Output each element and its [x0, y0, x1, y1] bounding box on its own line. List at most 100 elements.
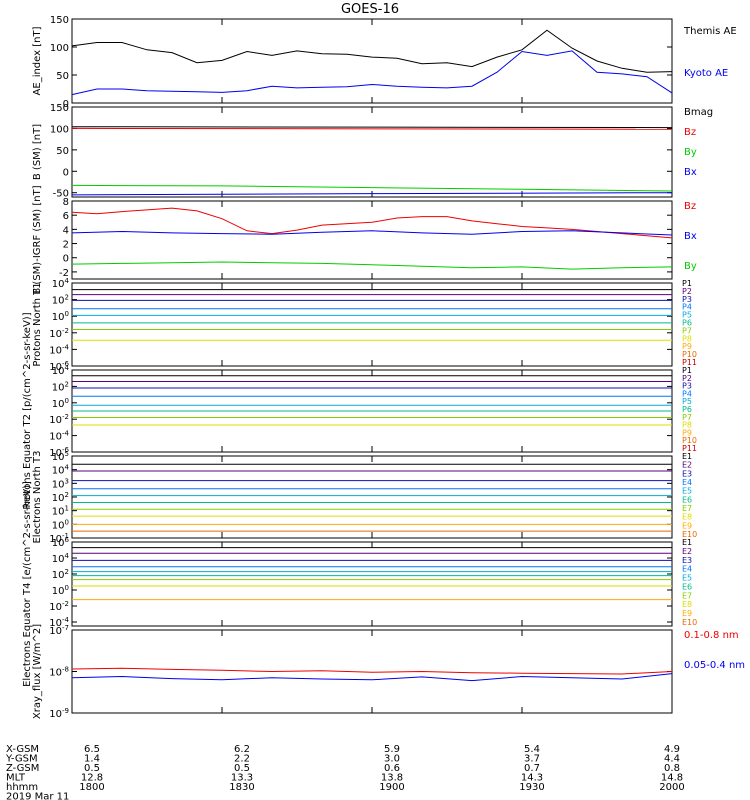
chart-panel-6: Electrons North T3 10510410310210110010-1…	[32, 450, 697, 545]
y-tick-label: 150	[50, 15, 69, 26]
y-tick-label: 10-4	[49, 430, 69, 443]
legend-entry: P2	[682, 374, 692, 383]
legend-entry: P7	[682, 326, 692, 335]
series-line-1	[71, 207, 673, 239]
footer-row-label: X-GSM	[6, 744, 39, 755]
legend-entry: 0.1-0.8 nm	[684, 630, 739, 641]
panel-frame	[71, 455, 673, 539]
y-tick-label: 100	[52, 310, 69, 323]
legend-entry: E10	[682, 530, 697, 539]
y-tick-label: 104	[52, 277, 70, 290]
panel-frame	[71, 629, 673, 714]
footer-date: 2019 Mar 11	[6, 792, 69, 800]
legend-entry: E1	[682, 452, 692, 461]
footer-value: 0.5	[84, 763, 100, 774]
y-tick-label: 10-6	[49, 360, 69, 373]
y-tick-label: 100	[52, 397, 69, 410]
y-tick-label: 10-4	[49, 616, 69, 629]
legend-entry: P10	[682, 350, 697, 359]
legend-entry: E4	[682, 478, 692, 487]
y-tick-label: 150	[50, 103, 69, 114]
footer-row-label: Y-GSM	[5, 754, 38, 765]
y-tick-label: 0	[63, 167, 69, 178]
y-tick-label: 6	[63, 211, 69, 222]
y-tick-label: 104	[52, 364, 70, 377]
y-tick-label: 50	[56, 71, 69, 82]
legend-entry: P8	[682, 334, 692, 343]
y-tick-label: 103	[52, 477, 69, 490]
footer-value: 12.8	[81, 773, 103, 784]
legend-entry: Themis AE	[683, 26, 737, 37]
y-tick-label: 8	[63, 197, 69, 208]
legend-entry: P6	[682, 319, 692, 328]
legend-entry: E6	[682, 582, 692, 591]
legend-entry: P4	[682, 303, 692, 312]
legend-entry: P11	[682, 444, 697, 453]
legend-entry: By	[684, 261, 697, 272]
legend-entry: E8	[682, 600, 692, 609]
series-line-2	[71, 673, 673, 682]
y-axis-label: Electrons Equator T4 [e/(cm^2-s-sr-keV)]	[22, 481, 33, 687]
footer-value: 6.2	[234, 744, 250, 755]
footer-value: 14.3	[521, 773, 543, 784]
series-line-3	[71, 184, 673, 192]
panel-frame	[71, 541, 673, 627]
series-line-2	[71, 230, 673, 236]
chart-panel-1: AE_index [nT] 0 50 100 150 Themis AE Kyoto AE	[32, 15, 737, 110]
footer-value: 3.7	[524, 754, 540, 765]
legend-entry: P4	[682, 389, 692, 398]
chart-panel-8: Xray_flux [W/m^2] 10-7 10-8 10-9 0.1-0.8 nm 0…	[32, 624, 745, 720]
chart-panel-4: Protons North T1 10410210010-210-410-6P1P…	[32, 277, 697, 373]
legend-entry: E8	[682, 513, 692, 522]
y-axis-label: B (SM) [nT]	[32, 124, 43, 180]
footer-value: 1830	[229, 782, 254, 793]
panel-frame	[71, 106, 673, 198]
legend-entry: Bz	[684, 127, 696, 138]
legend-entry: P1	[682, 279, 692, 288]
legend-entry: E2	[682, 547, 692, 556]
legend-entry: E2	[682, 461, 692, 470]
y-tick-label: 10-9	[49, 707, 69, 720]
footer-value: 3.0	[384, 754, 400, 765]
legend-entry: P8	[682, 421, 692, 430]
legend-entry: P11	[682, 358, 697, 367]
y-tick-label: 10-7	[49, 624, 69, 637]
legend-entry: E3	[682, 469, 692, 478]
legend-entry: E6	[682, 495, 692, 504]
legend-entry: Bz	[684, 201, 696, 212]
legend-entry: P7	[682, 413, 692, 422]
series-line-1	[71, 667, 673, 675]
y-tick-label: 102	[52, 380, 69, 393]
legend-entry: E9	[682, 521, 692, 530]
legend-entry: E7	[682, 504, 692, 513]
y-tick-label: 105	[52, 450, 69, 463]
series-line-2	[71, 127, 673, 130]
legend-entry: P9	[682, 428, 692, 437]
chart-panel-7: Electrons Equator T4 [e/(cm^2-s-sr-keV)]…	[22, 481, 697, 687]
y-axis-label: Electrons North T3	[32, 450, 43, 543]
y-tick-label: 4	[63, 225, 69, 236]
y-tick-label: 10-6	[49, 446, 69, 459]
panel-frame	[71, 18, 673, 104]
y-tick-label: 100	[52, 584, 69, 597]
footer-value: 1.4	[84, 754, 100, 765]
legend-entry: Bx	[684, 167, 697, 178]
y-tick-label: 102	[52, 491, 69, 504]
y-tick-label: 100	[52, 518, 69, 531]
y-tick-label: 104	[52, 552, 70, 565]
y-tick-label: 101	[52, 505, 69, 518]
chart-panel-2: B (SM) [nT] -50 0 50 100 150 Bmag Bz By Bx	[32, 103, 713, 200]
panel-frame	[71, 200, 673, 280]
legend-entry: 0.05-0.4 nm	[684, 660, 745, 671]
y-tick-label: 106	[52, 536, 70, 549]
series-line-2	[71, 50, 673, 96]
footer-row-label: MLT	[6, 773, 26, 784]
footer-value: 0.8	[664, 763, 680, 774]
legend-entry: E5	[682, 487, 692, 496]
footer-value: 0.6	[384, 763, 400, 774]
y-axis-label: Protons Equator T2 [p/(cm^2-s-sr-keV)]	[22, 312, 33, 509]
y-tick-label: 0	[63, 99, 69, 110]
footer-value: 0.5	[234, 763, 250, 774]
y-tick-label: 10-8	[49, 666, 69, 679]
